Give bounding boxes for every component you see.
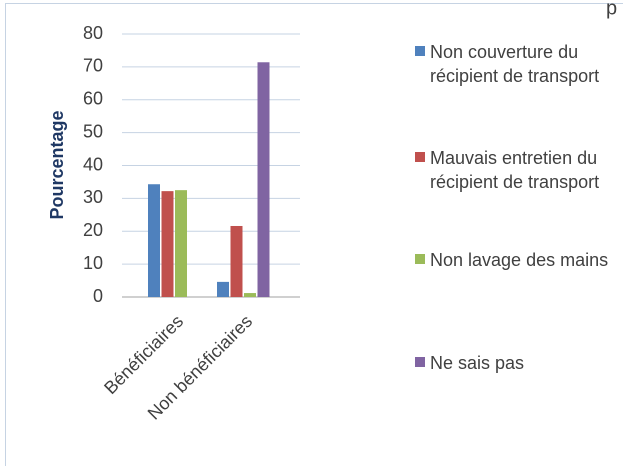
legend-swatch — [415, 357, 425, 367]
bar — [230, 225, 243, 297]
y-tick-label: 80 — [83, 23, 103, 43]
y-tick-label: 10 — [83, 253, 103, 273]
bar — [175, 190, 187, 297]
bar — [257, 62, 270, 298]
legend-swatch — [415, 254, 425, 264]
annotation: p — [606, 0, 617, 19]
legend-entry: Mauvais entretien du récipient de transp… — [415, 146, 615, 194]
chart-frame — [5, 3, 623, 466]
legend-swatch — [415, 152, 425, 162]
legend-label: Ne sais pas — [430, 353, 525, 373]
y-tick-label: 50 — [83, 121, 103, 141]
y-axis-label: Pourcentage — [47, 110, 67, 219]
legend-entry: Ne sais pas — [415, 351, 615, 375]
legend-swatch — [415, 46, 425, 56]
y-tick-label: 70 — [83, 56, 103, 76]
y-tick-label: 40 — [83, 154, 103, 174]
bar — [244, 293, 256, 297]
y-tick-label: 30 — [83, 187, 103, 207]
legend-label: Mauvais entretien du récipient de transp… — [430, 148, 600, 192]
legend-label: Non lavage des mains — [430, 250, 609, 270]
bar — [217, 281, 229, 297]
bar — [161, 191, 174, 297]
y-tick-label: 20 — [83, 220, 103, 240]
y-tick-label: 0 — [93, 286, 103, 306]
legend-entry: Non couverture du récipient de transport — [415, 40, 615, 88]
bar — [148, 184, 160, 297]
legend-entry: Non lavage des mains — [415, 248, 615, 272]
legend-label: Non couverture du récipient de transport — [430, 42, 600, 86]
y-tick-label: 60 — [83, 89, 103, 109]
